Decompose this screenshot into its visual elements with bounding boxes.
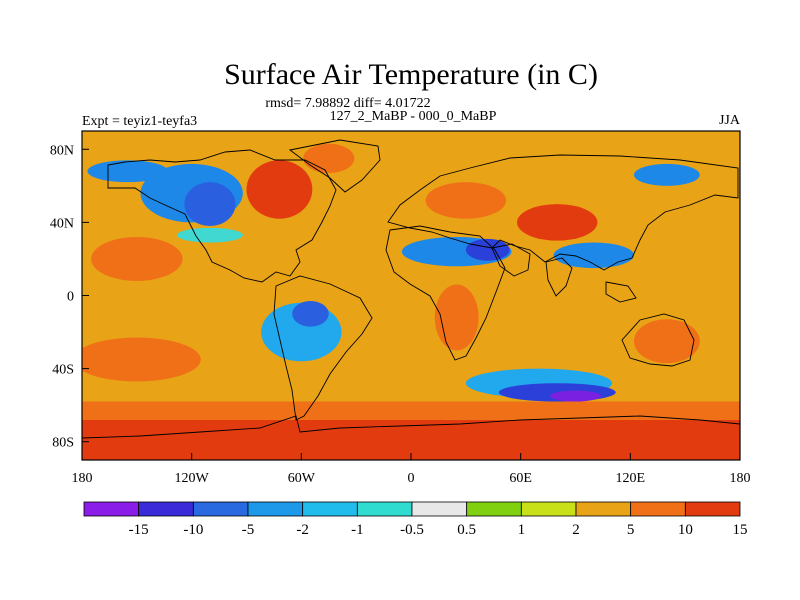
- y-tick-label: 40N: [50, 216, 74, 231]
- stats-line: rmsd= 7.98892 diff= 4.01722: [265, 96, 430, 111]
- region-alaska-cold: [87, 160, 168, 183]
- region-arabia-core: [465, 238, 510, 261]
- x-tick-label: 120W: [175, 471, 210, 486]
- y-tick-label: 80N: [50, 143, 74, 158]
- y-tick-label: 40S: [52, 363, 74, 378]
- map-area: [81, 130, 741, 461]
- colorbar-label: 2: [572, 522, 580, 538]
- region-north-america-margin: [177, 227, 243, 243]
- colorbar-label: 10: [678, 522, 693, 538]
- region-asia-warm: [517, 204, 598, 241]
- colorbar-label: -10: [183, 522, 203, 538]
- colorbar-swatch: [302, 501, 358, 517]
- colorbar-swatch: [192, 501, 249, 517]
- region-europe-warm: [425, 182, 507, 219]
- axis-ticks: 180 120W 60W 0 60E 120E 180 80N 40N 0 40S 80S: [50, 143, 751, 486]
- colorbar-swatch: [684, 501, 741, 517]
- x-tick-label: 120E: [616, 471, 646, 486]
- region-canada-warm: [246, 160, 313, 219]
- region-southern-ocean-orange: [82, 401, 740, 420]
- x-tick-label: 180: [72, 471, 93, 486]
- x-tick-label: 180: [730, 471, 751, 486]
- colorbar-label: 5: [627, 522, 635, 538]
- colorbar-swatch: [520, 501, 577, 517]
- colorbar: -15 -10 -5 -2 -1 -0.5 0.5 1 2 5 10 15: [83, 501, 748, 538]
- region-southern-ocean-min: [549, 390, 602, 402]
- colorbar-swatch: [630, 501, 686, 517]
- colorbar-label: -15: [129, 522, 149, 538]
- colorbar-label: -1: [351, 522, 364, 538]
- colorbar-swatch: [466, 501, 522, 517]
- region-south-pacific-orange: [82, 337, 201, 382]
- x-tick-label: 60E: [509, 471, 532, 486]
- region-siberia-cold: [633, 163, 700, 186]
- colorbar-label: -0.5: [400, 522, 424, 538]
- colorbar-swatch: [575, 501, 632, 517]
- coastlines: [82, 139, 740, 439]
- colorbar-swatch: [83, 501, 140, 517]
- y-tick-label: 0: [67, 290, 74, 305]
- x-tick-label: 60W: [288, 471, 316, 486]
- colorbar-label: 1: [518, 522, 526, 538]
- region-south-asia-cold: [553, 242, 634, 269]
- plot-title: Surface Air Temperature (in C): [224, 58, 598, 91]
- center-label: 127_2_MaBP - 000_0_MaBP: [330, 109, 497, 124]
- region-north-pacific-orange: [91, 237, 183, 281]
- left-label: Expt = teyiz1-teyfa3: [82, 114, 197, 129]
- colorbar-swatch: [411, 501, 468, 517]
- colorbar-label: -2: [296, 522, 309, 538]
- colorbar-swatch: [247, 501, 304, 517]
- colorbar-label: 0.5: [457, 522, 476, 538]
- region-australia-warm: [633, 319, 700, 364]
- right-label: JJA: [719, 113, 741, 128]
- region-north-america-core: [184, 182, 236, 227]
- colorbar-label: 15: [733, 522, 748, 538]
- region-africa-warm: [434, 284, 479, 351]
- colorbar-swatch: [356, 501, 413, 517]
- region-south-america-core: [292, 300, 329, 327]
- colorbar-swatch: [138, 501, 194, 517]
- y-tick-label: 80S: [52, 436, 74, 451]
- region-greenland-warm: [303, 143, 355, 174]
- colorbar-label: -5: [242, 522, 255, 538]
- x-tick-label: 0: [408, 471, 415, 486]
